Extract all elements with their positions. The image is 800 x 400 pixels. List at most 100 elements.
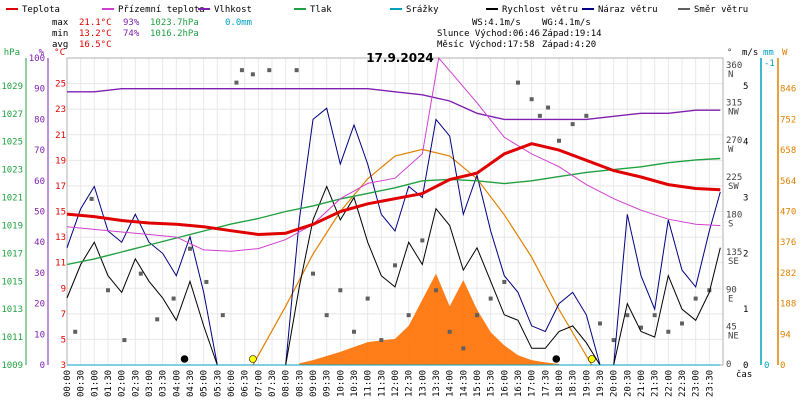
x-tick-label: 19:00 [582,370,592,397]
x-tick-label: 06:00 [227,370,237,397]
wind-dir-point [406,313,411,318]
x-tick-label: 09:00 [309,370,319,397]
x-tick-label: 12:00 [391,370,401,397]
x-tick-label: 07:30 [268,370,278,397]
deg-tick-label: 180 [726,211,742,221]
w-tick-label: 564 [780,177,796,187]
temp-tick-label: 15 [55,208,66,218]
pct-tick-label: 40 [34,238,45,248]
ms-tick-label: 5 [743,82,748,92]
wind-dir-point [267,68,272,73]
legend-label: Přízemní teplota [118,5,205,15]
deg-dir-label: NE [728,332,739,342]
stat-row3-label: avg [52,40,68,50]
x-tick-label: 17:00 [528,370,538,397]
ms-tick-label: 3 [743,194,748,204]
legend-label: Tlak [310,5,332,15]
x-tick-label: 08:00 [282,370,292,397]
wind-dir-point [73,329,78,334]
hpa-tick-label: 1013 [1,305,23,315]
mm-tick-label: -1 [764,59,775,69]
wind-dir-point [502,279,507,284]
wind-dir-point [138,271,143,276]
time-marker [552,355,561,363]
wind-dir-point [666,329,671,334]
markers [180,355,596,363]
x-tick-label: 23:30 [705,370,715,397]
hpa-tick-label: 1027 [1,110,23,120]
temp-tick-label: 23 [55,105,66,115]
pct-unit-label: % [39,48,45,58]
series [66,56,721,366]
legend-label: Vlhkost [214,5,252,15]
pct-tick-label: 30 [34,269,45,279]
deg-dir-label: SE [728,257,739,267]
stat-min-temp: 13.2°C [79,29,112,39]
wind-dir-point [420,238,425,243]
x-tick-label: 12:30 [405,370,415,397]
x-tick-label: 11:00 [364,370,374,397]
wind-dir-point [338,288,343,293]
x-tick-label: 20:30 [623,370,633,397]
deg-tick-label: 360 [726,61,742,71]
x-tick-label: 13:30 [432,370,442,397]
wind-dir-point [220,313,225,318]
temp-tick-label: 21 [55,131,66,141]
pct-tick-label: 80 [34,115,45,125]
ms-tick-label: 0 [743,361,748,371]
info-sunset: Západ:19:14 [542,29,602,39]
w-tick-label: 846 [780,85,796,95]
x-tick-label: 03:30 [159,370,169,397]
wind-dir-point [188,246,192,251]
w-tick-label: 470 [780,208,796,218]
wind-dir-point [639,325,643,330]
x-tick-label: 01:30 [104,370,114,397]
wind-dir-point [311,271,315,276]
time-marker [587,355,596,363]
x-tick-label: 04:00 [172,370,182,397]
wind-dir-point [611,338,616,343]
hpa-tick-label: 1009 [1,361,23,371]
pct-tick-label: 70 [34,146,45,156]
ms-tick-label: 2 [743,249,748,259]
wind-dir-point [379,338,384,343]
x-tick-label: 22:00 [664,370,674,397]
stats: max 21.1°C 93% 1023.7hPa 0.0mm min 13.2°… [52,18,252,50]
wind-dir-point [693,296,698,301]
wind-dir-point [475,313,479,318]
temp-tick-label: 11 [55,259,66,269]
wind-dir-point [234,80,239,85]
wind-dir-point [557,138,561,143]
x-tick-label: 23:00 [692,370,702,397]
pct-tick-label: 90 [34,85,45,95]
x-tick-label: 02:30 [131,370,141,397]
legend-label: Směr větru [694,5,748,15]
info-ws: WS:4.1m/s [472,18,521,28]
wind-dir-point [461,346,466,351]
w-unit-label: W [782,48,788,58]
hpa-tick-label: 1015 [1,277,23,287]
x-tick-label: 17:30 [541,370,551,397]
pct-tick-label: 60 [34,177,45,187]
wind-dir-point [546,105,551,110]
x-tick-label: 16:00 [500,370,510,397]
deg-dir-label: E [728,294,733,304]
x-tick-label: 21:00 [637,370,647,397]
deg-tick-label: 135 [726,248,742,258]
deg-dir-label: SW [728,182,739,192]
pct-tick-label: 100 [29,54,45,64]
deg-tick-label: 90 [726,285,737,295]
deg-dir-label: NW [728,107,739,117]
wind-dir-point [324,313,329,318]
x-tick-label: 14:00 [446,370,456,397]
x-tick-label: 05:00 [200,370,210,397]
temp-tick-label: 19 [55,156,66,166]
stat-rain: 0.0mm [225,18,252,28]
x-tick-label: 08:30 [295,370,305,397]
wind-dir-point [171,296,176,301]
legend-label: Rychlost větru [502,5,578,15]
x-tick-label: 19:30 [596,370,606,397]
wind-dir-point [434,288,438,293]
x-tick-label: 14:30 [459,370,469,397]
